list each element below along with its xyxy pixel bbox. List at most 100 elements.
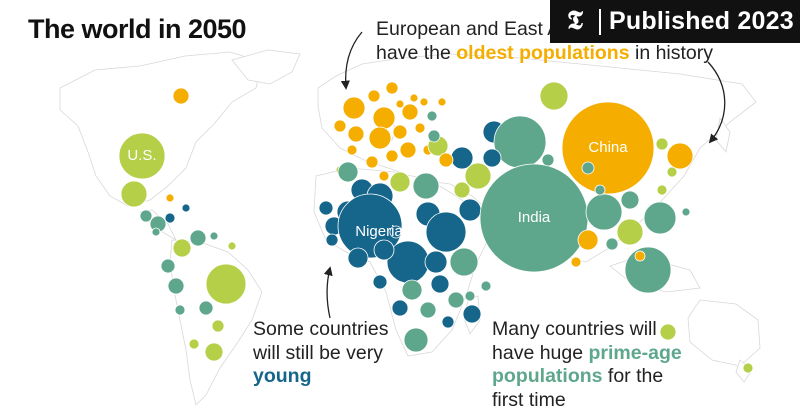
country-bubble [634, 250, 646, 262]
country-bubble [174, 304, 186, 316]
landmass [231, 49, 301, 85]
badge-divider [599, 8, 601, 35]
country-bubble [541, 153, 555, 167]
country-bubble [318, 200, 334, 216]
country-bubble [139, 209, 153, 223]
country-bubble [365, 155, 379, 169]
annotation-arrow [323, 266, 333, 319]
country-bubble [333, 119, 347, 133]
annotation-arrows [323, 31, 726, 319]
country-bubble [539, 81, 569, 111]
country-bubble [616, 218, 644, 246]
country-bubble [391, 299, 409, 317]
country-bubble [151, 227, 161, 237]
country-bubble [414, 122, 426, 134]
country-bubble [227, 241, 237, 251]
country-bubble [426, 110, 438, 122]
country-bubble [172, 87, 190, 105]
bubble-label: Nigeria [355, 223, 403, 240]
nyt-logo-icon: 𝕿 [567, 6, 583, 36]
country-bubble [167, 277, 185, 295]
country-bubble [594, 184, 606, 196]
annotation-prime-age: Many countries will have huge prime-age po… [492, 318, 682, 411]
country-bubble [605, 237, 619, 251]
badge-text: Published 2023 [609, 7, 794, 35]
country-bubble [389, 171, 411, 193]
country-bubble [385, 81, 399, 95]
bubble-label: India [518, 209, 551, 226]
country-bubble [437, 97, 447, 107]
country-bubble [325, 233, 339, 247]
country-bubble [204, 342, 224, 362]
country-bubble [424, 250, 448, 274]
country-bubble [441, 315, 455, 329]
country-bubble [399, 141, 417, 159]
country-bubble [347, 247, 369, 269]
country-bubble [585, 193, 623, 231]
country-bubble [346, 144, 358, 156]
country-bubble [581, 161, 595, 175]
country-bubble [666, 142, 694, 170]
annotation-young: Some countries will still be very young [253, 318, 389, 387]
chart-title: The world in 2050 [28, 14, 247, 44]
country-bubble [656, 184, 668, 196]
country-bubble [464, 162, 492, 190]
country-bubble [462, 304, 482, 324]
country-bubble [425, 211, 467, 253]
country-bubble [118, 132, 166, 180]
country-bubble [395, 99, 405, 109]
country-bubble [412, 172, 440, 200]
country-bubble [493, 115, 547, 169]
country-bubble [401, 279, 423, 301]
annotation-arrow [340, 31, 363, 90]
country-bubble [211, 319, 225, 333]
country-bubble [389, 225, 403, 239]
country-bubble [337, 161, 359, 183]
annotation-oldest: European and East Asian countries will ha… [376, 18, 714, 64]
country-bubble [620, 190, 640, 210]
bubble-label: U.S. [127, 147, 156, 164]
country-bubbles: U.S. Nigeria India China [118, 81, 754, 374]
country-bubble [453, 181, 471, 199]
country-bubble [570, 256, 582, 268]
country-bubble [438, 152, 454, 168]
country-bubble [419, 97, 429, 107]
country-bubble [160, 258, 176, 274]
country-bubble [742, 362, 754, 374]
annotation-arrow [707, 61, 726, 144]
country-bubble [209, 231, 219, 241]
country-bubble [189, 229, 207, 247]
country-bubble [164, 212, 176, 224]
published-badge: 𝕿 Published 2023 [550, 0, 800, 43]
country-bubble [368, 126, 392, 150]
country-bubble [666, 166, 678, 178]
country-bubble [464, 290, 476, 302]
annotation-highlight: prime-age populations [492, 341, 682, 388]
country-bubble [181, 203, 191, 213]
country-bubble [449, 247, 479, 277]
country-bubble [655, 137, 669, 151]
country-bubble [577, 229, 599, 251]
country-bubble [403, 327, 429, 353]
country-bubble [409, 93, 419, 103]
country-bubble [372, 274, 388, 290]
landmass [59, 51, 263, 207]
country-bubble [430, 274, 450, 294]
country-bubble [419, 301, 437, 319]
country-bubble [373, 239, 395, 261]
country-bubble [643, 201, 677, 235]
country-bubble [165, 193, 175, 203]
country-bubble [347, 125, 365, 143]
country-bubble [401, 103, 419, 121]
country-bubble [120, 180, 148, 208]
annotation-highlight: young [253, 365, 312, 387]
country-bubble [205, 263, 247, 305]
country-bubble [482, 148, 502, 168]
country-bubble [681, 207, 691, 217]
annotation-highlight: oldest populations [456, 41, 630, 64]
country-bubble [447, 291, 465, 309]
country-bubble [480, 280, 492, 292]
country-bubble [198, 300, 214, 316]
